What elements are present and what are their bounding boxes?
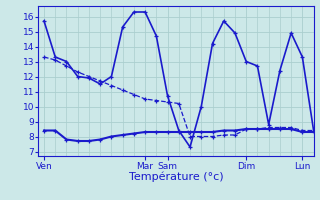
X-axis label: Température (°c): Température (°c) [129, 172, 223, 182]
